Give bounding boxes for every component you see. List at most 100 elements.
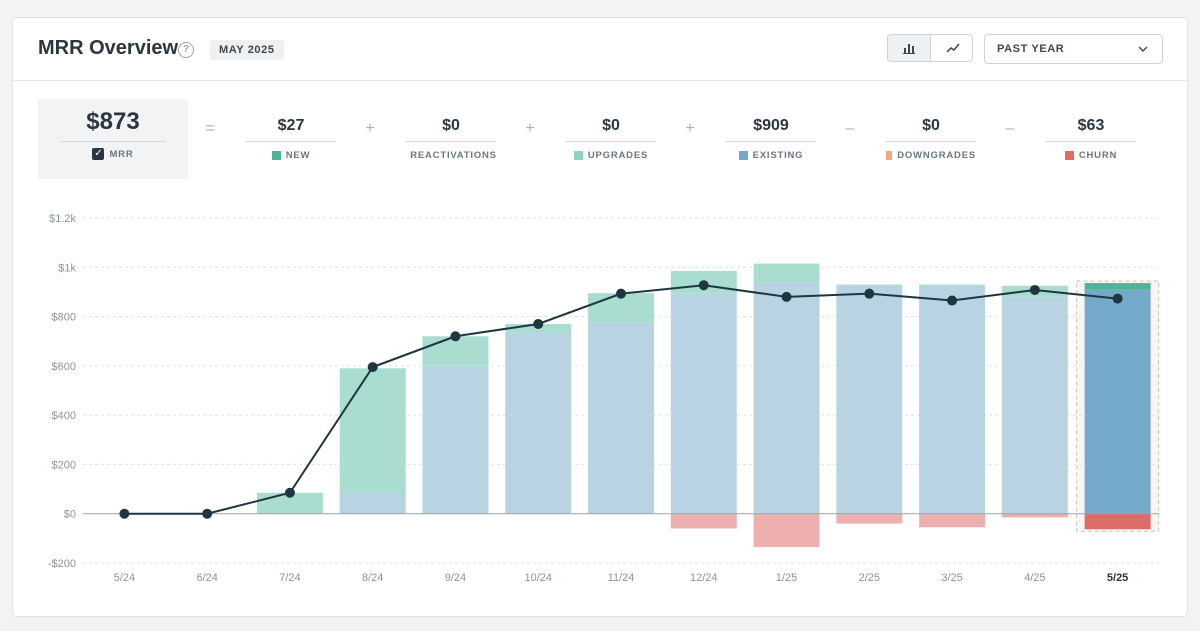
bar-churn (1001, 513, 1068, 518)
legend-swatch (738, 151, 748, 160)
plus-operator: + (685, 120, 695, 137)
mrr-chart-area: -$200 $0 $200 $400 $600 $800 $1k $1.2k 5/24 6/24 7… (13, 190, 1189, 615)
bar-new (339, 368, 406, 493)
mrr-point (367, 362, 378, 373)
checkbox-checked-icon[interactable]: ✓ (92, 148, 105, 160)
mrr-point (1029, 284, 1040, 295)
y-tick-label: $400 (52, 410, 76, 422)
mrr-summary: $873 ✓ MRR = $27 NEW + $0 REACTIVATIONS … (13, 80, 1187, 190)
mrr-point (947, 295, 958, 306)
chevron-down-icon (1138, 46, 1148, 52)
bar-new (753, 263, 820, 283)
mrr-point (119, 508, 130, 519)
metric-label: NEW (285, 150, 311, 161)
equals-operator: = (205, 120, 215, 137)
bar-new (919, 284, 986, 286)
metric-downgrades[interactable]: $0 DOWNGRADES (886, 117, 976, 161)
bar-existing (422, 365, 489, 514)
plus-operator: + (365, 120, 375, 137)
metric-value: $0 (922, 117, 940, 134)
x-tick-label: 8/24 (362, 572, 383, 584)
bar-existing (1001, 296, 1068, 514)
legend-swatch (886, 151, 893, 160)
legend-swatch (573, 151, 583, 160)
mrr-value: $873 (86, 108, 140, 135)
bar-existing (670, 293, 737, 514)
legend-swatch (1064, 151, 1074, 160)
divider (406, 141, 496, 142)
x-tick-label: 10/24 (524, 572, 552, 584)
metric-label: DOWNGRADES (897, 150, 976, 161)
bar-chart-icon (903, 43, 915, 54)
minus-operator: – (1005, 120, 1015, 137)
divider (246, 141, 336, 142)
metric-existing[interactable]: $909 EXISTING (726, 117, 816, 161)
x-tick-label: 3/25 (941, 572, 962, 584)
divider (726, 141, 816, 142)
metric-value: $909 (753, 117, 789, 134)
bar-churn (1084, 513, 1151, 530)
bar-existing (919, 285, 986, 514)
metric-upgrades[interactable]: $0 UPGRADES (566, 117, 656, 161)
legend-swatch (271, 151, 281, 160)
mrr-label: MRR (109, 148, 134, 160)
line-view-button[interactable] (931, 35, 972, 61)
mrr-point (616, 288, 626, 299)
metric-value: $0 (602, 117, 620, 134)
bar-existing (836, 284, 903, 514)
y-tick-label: $600 (52, 361, 76, 373)
bar-new (256, 492, 323, 514)
x-tick-label: 5/24 (114, 572, 135, 584)
bar-churn (919, 513, 986, 528)
bar-existing (505, 332, 572, 514)
metric-label: UPGRADES (587, 150, 649, 161)
bar-new (1084, 283, 1151, 290)
x-tick-label: 2/25 (859, 572, 880, 584)
mrr-point (864, 288, 875, 299)
y-tick-label: $1k (58, 262, 76, 274)
date-badge: MAY 2025 (210, 40, 284, 60)
mrr-point (533, 318, 544, 329)
x-tick-label: 12/24 (690, 572, 718, 584)
y-tick-label: -$200 (48, 558, 76, 570)
metric-label: REACTIVATIONS (410, 150, 497, 161)
metric-value: $63 (1077, 117, 1105, 134)
divider (1046, 141, 1136, 142)
minus-operator: – (845, 120, 855, 137)
mrr-chart: -$200 $0 $200 $400 $600 $800 $1k $1.2k 5/24 6/24 7… (48, 213, 1160, 584)
metric-reactivations[interactable]: $0 REACTIVATIONS (406, 117, 496, 161)
mrr-point (284, 487, 295, 498)
y-tick-label: $800 (52, 312, 76, 324)
mrr-total[interactable]: $873 ✓ MRR (38, 99, 188, 179)
y-tick-label: $200 (52, 459, 76, 471)
metric-label: EXISTING (752, 150, 804, 161)
mrr-point (1112, 293, 1123, 304)
x-tick-label: 6/24 (196, 572, 217, 584)
x-tick-label: 5/25 (1107, 572, 1128, 584)
question-circle-icon[interactable]: ? (178, 42, 194, 58)
y-tick-label: $0 (64, 509, 76, 521)
bar-view-button[interactable] (888, 35, 931, 61)
bar-existing (339, 492, 406, 514)
x-tick-label: 4/25 (1024, 572, 1045, 584)
divider (886, 141, 976, 142)
x-tick-label: 7/24 (279, 572, 300, 584)
bar-existing (588, 322, 654, 514)
bar-existing (1084, 289, 1151, 514)
metric-churn[interactable]: $63 CHURN (1046, 117, 1136, 161)
mrr-point (450, 331, 461, 342)
plus-operator: + (525, 120, 535, 137)
page-title: MRR Overview (38, 37, 179, 59)
x-tick-label: 1/25 (776, 572, 797, 584)
card-header: MRR Overview ? MAY 2025 PAST YEAR (13, 18, 1187, 81)
x-tick-label: 9/24 (445, 572, 466, 584)
bar-churn (670, 513, 737, 529)
date-range-label: PAST YEAR (997, 43, 1065, 55)
y-tick-label: $1.2k (49, 213, 76, 225)
metric-label: CHURN (1078, 150, 1118, 161)
date-range-select[interactable]: PAST YEAR (984, 34, 1163, 64)
bar-existing (753, 282, 820, 514)
metric-new[interactable]: $27 NEW (246, 117, 336, 161)
mrr-point (781, 291, 792, 302)
x-tick-label: 11/24 (608, 572, 635, 584)
